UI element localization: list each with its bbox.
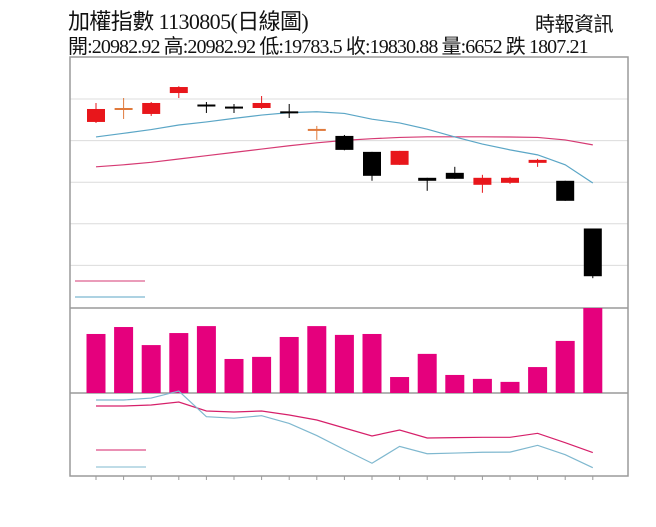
volume-bar	[390, 377, 410, 393]
ma10-line	[95, 111, 594, 184]
chart-title: 加權指數 1130805(日線圖)	[68, 9, 309, 34]
volume-bar	[528, 367, 548, 393]
rsi30-line	[96, 401, 594, 454]
candle-body	[501, 177, 519, 183]
volume-bar	[252, 356, 272, 393]
volume-bar	[169, 333, 189, 393]
volume-bar	[500, 381, 520, 393]
chart-frame	[69, 56, 629, 477]
volume-bar	[114, 327, 134, 393]
rsi10-line	[96, 390, 594, 469]
candle-body	[142, 102, 161, 114]
candle-body	[197, 104, 216, 107]
volume-bar	[224, 358, 244, 393]
candle-body	[556, 180, 575, 201]
candle-body	[169, 87, 188, 94]
candle-body	[390, 150, 409, 165]
candle-body	[473, 177, 492, 185]
source-label: 時報資訊	[535, 14, 614, 36]
candle-body	[583, 228, 602, 277]
candle-body	[418, 177, 437, 181]
volume-bar	[583, 308, 603, 393]
candle-body	[252, 102, 271, 108]
volume-bar	[307, 326, 327, 393]
candle-body	[335, 135, 354, 150]
volume-bar	[196, 326, 216, 393]
volume-bar	[141, 345, 161, 393]
candle-body	[307, 128, 326, 131]
volume-bar	[555, 340, 575, 393]
candle-body	[225, 106, 243, 109]
volume-bar	[362, 333, 382, 393]
ohlc-stats: 開:20982.92 高:20982.92 低:19783.5 收:19830.…	[68, 36, 589, 58]
volume-bar	[472, 378, 492, 393]
candle-body	[363, 151, 381, 176]
candle-body	[87, 108, 105, 122]
candle-body	[114, 107, 133, 110]
candle-body	[280, 111, 299, 114]
candle-body	[528, 159, 547, 163]
volume-bar	[445, 374, 465, 393]
volume-bar	[279, 336, 299, 393]
candle-body	[445, 172, 464, 179]
volume-bar	[334, 334, 354, 393]
volume-bar	[417, 353, 437, 393]
volume-bar	[86, 333, 106, 393]
